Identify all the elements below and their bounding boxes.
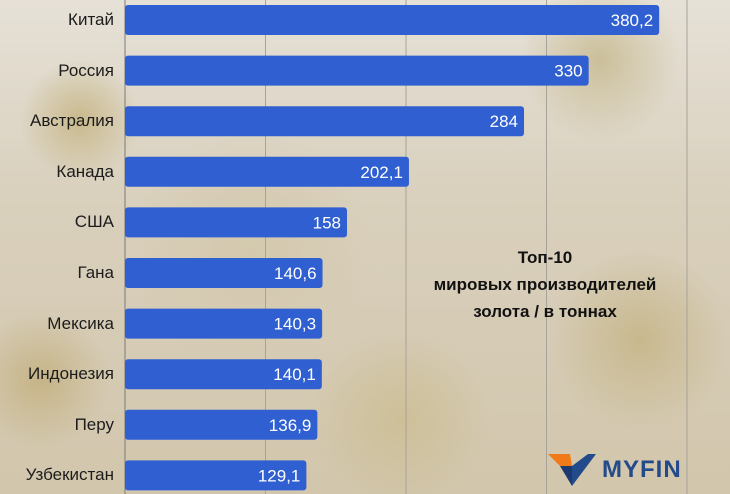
- bar-value-label: 136,9: [269, 416, 312, 435]
- bar-value-label: 140,1: [273, 365, 316, 384]
- category-label: Россия: [58, 60, 114, 80]
- category-label: Узбекистан: [25, 465, 114, 485]
- bar: [125, 460, 307, 491]
- bar: [125, 308, 323, 339]
- category-label: Перу: [74, 414, 114, 434]
- bar-value-label: 158: [313, 213, 341, 232]
- myfin-logo-text: MYFIN: [602, 456, 682, 483]
- bar-value-label: 380,2: [611, 11, 654, 30]
- bar: [125, 55, 589, 86]
- bar-value-label: 284: [490, 112, 518, 131]
- bar: [125, 258, 323, 288]
- bar-value-label: 140,6: [274, 264, 317, 283]
- chart-title-line-2: мировых производителей: [433, 275, 657, 294]
- bar-value-label: 202,1: [360, 163, 403, 182]
- bar: [125, 106, 525, 137]
- myfin-logo-icon: [548, 454, 596, 486]
- chart-title: Топ-10 мировых производителей золота / в…: [400, 244, 690, 325]
- bar: [125, 359, 322, 390]
- myfin-logo: MYFIN: [548, 452, 708, 488]
- category-label: Гана: [77, 263, 114, 282]
- chart-title-line-1: Топ-10: [517, 248, 573, 267]
- bar: [125, 409, 318, 440]
- category-label: Австралия: [30, 111, 114, 131]
- category-label: Канада: [56, 161, 114, 181]
- category-label: Китай: [68, 10, 114, 29]
- bar: [125, 5, 660, 35]
- category-label: Мексика: [47, 313, 114, 333]
- bar-value-label: 129,1: [258, 466, 301, 485]
- chart-title-line-3: золота / в тоннах: [473, 302, 617, 321]
- category-label: Индонезия: [28, 364, 114, 384]
- bar: [125, 207, 347, 238]
- category-label: США: [74, 212, 114, 232]
- bar-value-label: 330: [554, 62, 582, 81]
- bar: [125, 156, 409, 187]
- bar-value-label: 140,3: [274, 315, 317, 334]
